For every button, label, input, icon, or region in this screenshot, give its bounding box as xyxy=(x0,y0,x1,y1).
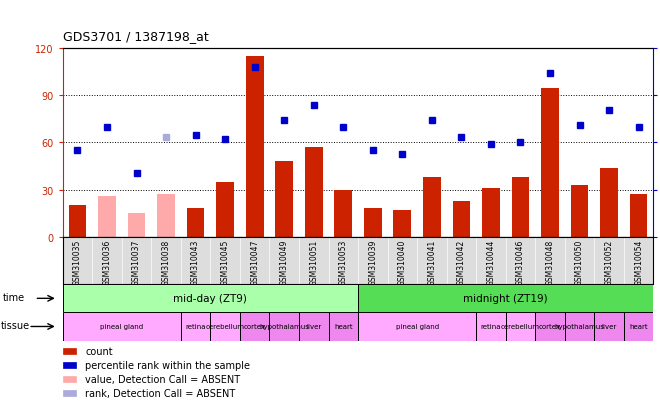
Bar xyxy=(181,313,211,341)
Text: GSM310050: GSM310050 xyxy=(575,240,584,286)
Text: GSM310041: GSM310041 xyxy=(428,240,436,285)
Bar xyxy=(305,148,323,237)
Bar xyxy=(571,185,589,237)
Text: pineal gland: pineal gland xyxy=(395,324,439,330)
Text: GSM310053: GSM310053 xyxy=(339,240,348,286)
Bar xyxy=(98,196,116,237)
Bar xyxy=(630,195,647,237)
Bar xyxy=(63,348,76,354)
Text: GSM310038: GSM310038 xyxy=(162,240,170,285)
Text: heart: heart xyxy=(334,324,352,330)
Bar xyxy=(216,182,234,237)
Text: GSM310049: GSM310049 xyxy=(280,240,288,286)
Text: pineal gland: pineal gland xyxy=(100,324,143,330)
Bar xyxy=(240,313,269,341)
Bar xyxy=(535,313,565,341)
Bar xyxy=(187,209,205,237)
Bar xyxy=(299,313,329,341)
Text: GSM310042: GSM310042 xyxy=(457,240,466,285)
Bar xyxy=(476,313,506,341)
Text: mid-day (ZT9): mid-day (ZT9) xyxy=(174,294,248,304)
Text: count: count xyxy=(85,347,113,356)
Bar xyxy=(600,168,618,237)
Bar xyxy=(63,313,181,341)
Text: heart: heart xyxy=(630,324,648,330)
Bar xyxy=(329,313,358,341)
Text: GSM310035: GSM310035 xyxy=(73,240,82,286)
Bar xyxy=(269,313,299,341)
Text: cortex: cortex xyxy=(539,324,561,330)
Bar xyxy=(482,188,500,237)
Bar xyxy=(246,57,263,237)
Bar xyxy=(69,206,86,237)
Text: GSM310040: GSM310040 xyxy=(398,240,407,286)
Text: time: time xyxy=(3,292,25,302)
Text: GSM310052: GSM310052 xyxy=(605,240,614,285)
Text: GSM310044: GSM310044 xyxy=(486,240,496,286)
Bar xyxy=(63,362,76,368)
Text: value, Detection Call = ABSENT: value, Detection Call = ABSENT xyxy=(85,374,240,384)
Text: retina: retina xyxy=(480,324,501,330)
Text: percentile rank within the sample: percentile rank within the sample xyxy=(85,360,250,370)
Bar xyxy=(541,88,559,237)
Bar xyxy=(393,211,411,237)
Bar xyxy=(506,313,535,341)
Text: GSM310039: GSM310039 xyxy=(368,240,378,286)
Text: midnight (ZT19): midnight (ZT19) xyxy=(463,294,548,304)
Text: tissue: tissue xyxy=(1,320,30,330)
Bar xyxy=(364,209,381,237)
Bar xyxy=(512,178,529,237)
Text: hypothalamus: hypothalamus xyxy=(554,324,605,330)
Bar xyxy=(157,195,175,237)
Text: GDS3701 / 1387198_at: GDS3701 / 1387198_at xyxy=(63,30,209,43)
Bar xyxy=(423,178,441,237)
Text: GSM310037: GSM310037 xyxy=(132,240,141,286)
Text: rank, Detection Call = ABSENT: rank, Detection Call = ABSENT xyxy=(85,388,236,398)
Bar xyxy=(624,313,653,341)
Bar xyxy=(275,162,293,237)
Bar xyxy=(453,201,471,237)
Bar xyxy=(63,285,358,313)
Bar xyxy=(211,313,240,341)
Bar xyxy=(63,376,76,382)
Bar xyxy=(358,285,653,313)
Text: liver: liver xyxy=(306,324,321,330)
Bar xyxy=(127,214,145,237)
Text: GSM310048: GSM310048 xyxy=(546,240,554,285)
Text: hypothalamus: hypothalamus xyxy=(259,324,309,330)
Bar xyxy=(565,313,594,341)
Text: retina: retina xyxy=(185,324,206,330)
Text: GSM310047: GSM310047 xyxy=(250,240,259,286)
Bar xyxy=(335,190,352,237)
Bar xyxy=(63,390,76,396)
Text: GSM310045: GSM310045 xyxy=(220,240,230,286)
Text: GSM310043: GSM310043 xyxy=(191,240,200,286)
Bar xyxy=(358,313,476,341)
Bar xyxy=(594,313,624,341)
Text: GSM310054: GSM310054 xyxy=(634,240,643,286)
Text: GSM310036: GSM310036 xyxy=(102,240,112,286)
Text: cerebellum: cerebellum xyxy=(501,324,540,330)
Text: cortex: cortex xyxy=(244,324,266,330)
Text: liver: liver xyxy=(601,324,616,330)
Text: GSM310051: GSM310051 xyxy=(310,240,318,285)
Text: GSM310046: GSM310046 xyxy=(516,240,525,286)
Text: cerebellum: cerebellum xyxy=(206,324,245,330)
